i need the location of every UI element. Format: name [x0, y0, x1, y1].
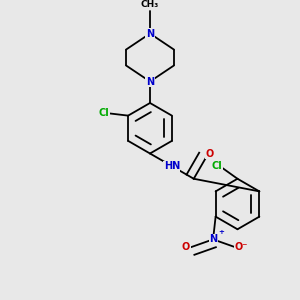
- Text: HN: HN: [164, 161, 180, 171]
- Text: +: +: [219, 229, 224, 235]
- Text: N: N: [146, 76, 154, 86]
- Text: N: N: [146, 28, 154, 38]
- Text: O⁻: O⁻: [234, 242, 247, 252]
- Text: N: N: [209, 234, 217, 244]
- Text: Cl: Cl: [99, 108, 110, 118]
- Text: O: O: [182, 242, 190, 252]
- Text: CH₃: CH₃: [141, 0, 159, 8]
- Text: O: O: [205, 149, 214, 159]
- Text: Cl: Cl: [212, 161, 222, 171]
